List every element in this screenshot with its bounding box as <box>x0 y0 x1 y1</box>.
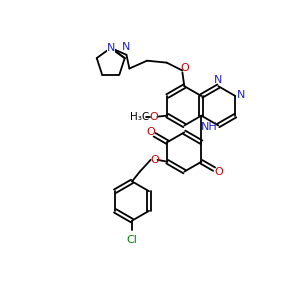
Text: H₃C: H₃C <box>130 112 149 122</box>
Text: NH: NH <box>201 122 218 132</box>
Text: O: O <box>150 155 159 165</box>
Text: N: N <box>106 43 115 53</box>
Text: Cl: Cl <box>127 236 137 245</box>
Text: N: N <box>122 42 130 52</box>
Text: O: O <box>180 63 189 73</box>
Text: O: O <box>214 167 223 177</box>
Text: N: N <box>237 90 246 100</box>
Text: O: O <box>149 112 158 122</box>
Text: N: N <box>214 75 223 85</box>
Text: O: O <box>146 127 155 137</box>
